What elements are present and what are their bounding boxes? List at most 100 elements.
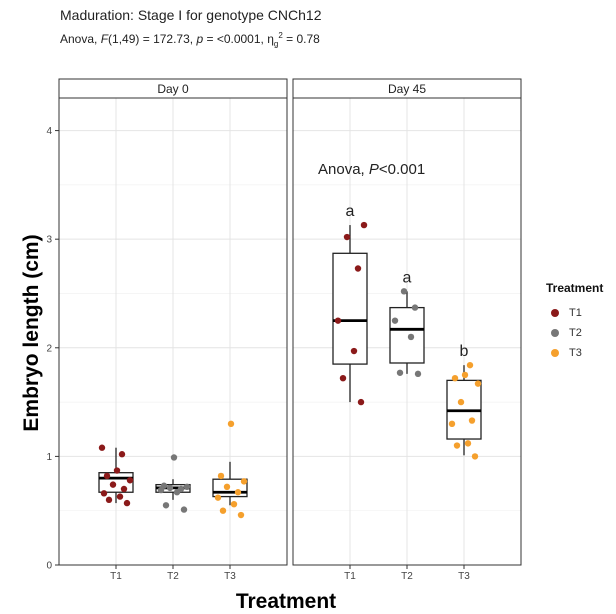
panel-2: a T1 a T2 b T3 Anova, P<0.001 Day 45 (292, 78, 522, 582)
x-tick-label: T1 (344, 571, 356, 582)
legend-item-t2: T2 (546, 323, 603, 343)
data-point (237, 511, 245, 519)
subtitle-sup: 2 (278, 31, 283, 40)
panel-border (292, 97, 522, 566)
data-point (230, 500, 238, 508)
data-point (461, 371, 469, 379)
legend-label-t2: T2 (569, 327, 582, 339)
box-t3 (212, 420, 248, 519)
data-point (100, 490, 108, 497)
significance-letter-t2: a (403, 269, 412, 286)
panel-border (58, 97, 288, 566)
subtitle-part4: = 0.78 (282, 32, 320, 46)
data-point (118, 451, 126, 458)
legend-item-t1: T1 (546, 303, 603, 323)
data-point (407, 333, 415, 341)
data-point (391, 317, 399, 324)
box-t1 (98, 444, 134, 507)
chart-subtitle: Anova, F(1,49) = 172.73, p = <0.0001, ηg… (60, 31, 320, 48)
x-tick-label: T3 (458, 571, 470, 582)
data-point (170, 454, 178, 461)
panel-1: T1 T2 T3 Day 0 (58, 78, 288, 582)
subtitle-f-label: F (100, 32, 109, 46)
data-point (457, 398, 465, 406)
data-point (183, 483, 191, 491)
data-point (466, 361, 474, 369)
data-point (98, 444, 106, 451)
data-point (113, 467, 121, 474)
data-point (334, 317, 342, 324)
data-point (217, 472, 225, 480)
box-t1: a (332, 203, 368, 406)
data-point (166, 484, 174, 492)
strip-label: Day 0 (157, 82, 189, 96)
legend-label-t1: T1 (569, 307, 582, 319)
box-t3: b (446, 343, 482, 460)
data-point (109, 481, 117, 488)
subtitle-part3: = <0.0001, η (203, 32, 274, 46)
y-axis-label: Embryo length (cm) (20, 234, 43, 431)
y-tick-label: 0 (46, 561, 52, 572)
data-point (468, 417, 476, 424)
legend-dot-t2 (551, 329, 559, 337)
data-point (357, 398, 365, 406)
legend: Treatment T1 T2 T3 (546, 281, 603, 363)
y-tick-label: 2 (46, 343, 52, 354)
legend-title: Treatment (546, 281, 604, 295)
data-point (162, 502, 170, 509)
legend-label-t3: T3 (569, 347, 582, 359)
legend-dot-t3 (551, 349, 559, 357)
significance-letter-t3: b (460, 343, 469, 360)
x-tick-label: T2 (401, 571, 413, 582)
data-point (116, 493, 124, 500)
data-point (214, 494, 222, 501)
data-point (453, 442, 461, 449)
data-point (103, 472, 111, 480)
subtitle-part2: (1,49) = 172.73, (108, 32, 197, 46)
y-tick-label: 3 (46, 235, 52, 246)
legend-dot-t1 (551, 309, 559, 317)
data-point (471, 453, 479, 460)
significance-letter-t1: a (346, 203, 355, 220)
data-point (123, 499, 131, 507)
box-t2: a (389, 269, 425, 378)
data-point (354, 265, 362, 272)
data-point (414, 370, 422, 378)
data-point (400, 288, 408, 295)
data-point (339, 375, 347, 382)
chart-title: Maduration: Stage I for genotype CNCh12 (60, 7, 322, 23)
x-axis-label: Treatment (236, 590, 336, 613)
data-point (227, 420, 235, 428)
data-point (219, 507, 227, 514)
data-point (160, 482, 168, 489)
data-point (126, 477, 134, 484)
data-point (464, 440, 472, 447)
x-tick-label: T3 (224, 571, 236, 582)
data-point (223, 483, 231, 491)
x-tick-label: T1 (110, 571, 122, 582)
data-point (396, 369, 404, 376)
panel-annotation: Anova, P<0.001 (318, 161, 425, 178)
data-point (177, 485, 185, 493)
box-iqr (389, 306, 425, 364)
data-point (120, 485, 128, 493)
box-iqr (332, 252, 368, 365)
y-tick-label: 1 (46, 452, 52, 463)
data-point (360, 221, 368, 229)
data-point (451, 375, 459, 382)
legend-item-t3: T3 (546, 343, 603, 363)
x-tick-label: T2 (167, 571, 179, 582)
y-tick-label: 4 (46, 126, 52, 137)
subtitle-part1: Anova, (60, 32, 101, 46)
data-point (105, 496, 113, 504)
subtitle-p-label: p (196, 32, 204, 46)
data-point (411, 304, 419, 311)
data-point (180, 506, 188, 513)
box-t2 (155, 454, 191, 513)
data-point (474, 380, 482, 387)
data-point (343, 233, 351, 241)
data-point (240, 478, 248, 485)
data-point (234, 489, 242, 496)
data-point (350, 347, 358, 355)
